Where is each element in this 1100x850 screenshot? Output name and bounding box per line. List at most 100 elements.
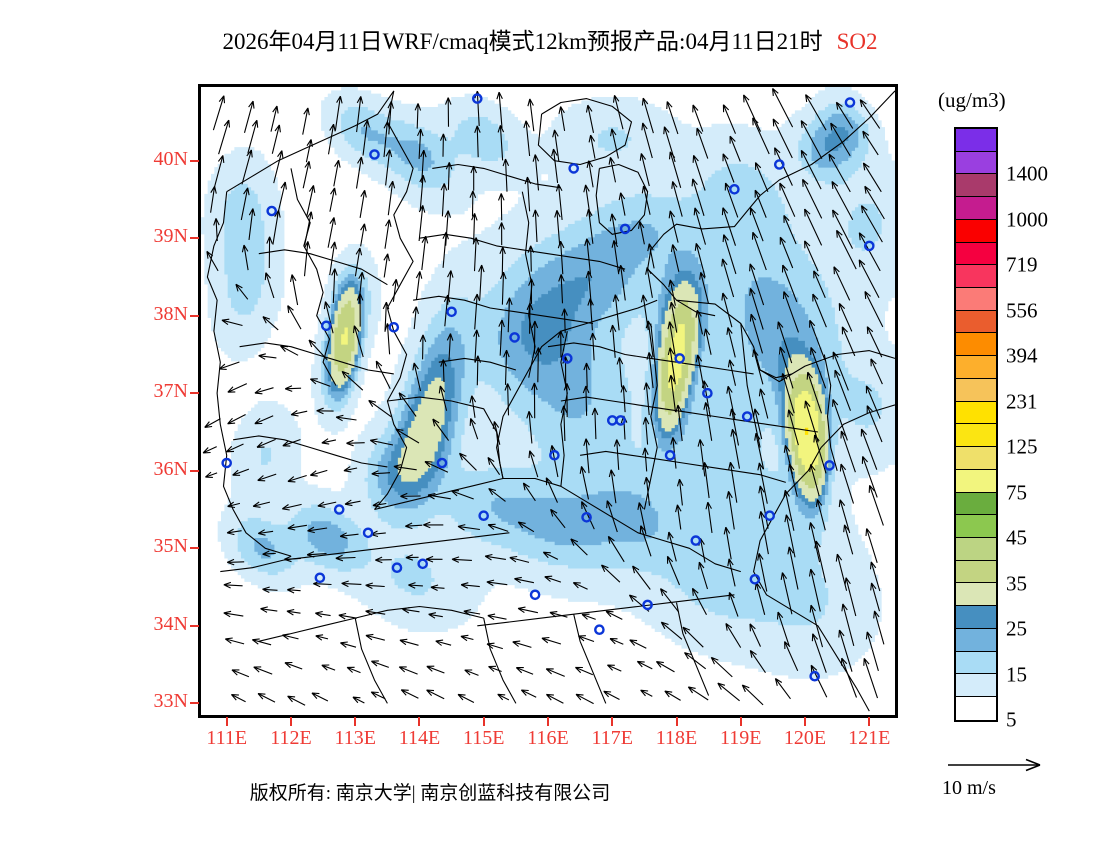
colorbar-band[interactable] [956,356,996,379]
city-marker[interactable] [391,562,403,574]
wind-arrow [839,463,855,504]
colorbar-band[interactable] [956,606,996,629]
colorbar-band[interactable] [956,696,996,720]
wind-arrow [408,582,423,589]
wind-arrow [375,556,392,564]
city-marker[interactable] [478,510,490,522]
wind-arrow [802,178,823,219]
city-marker[interactable] [594,624,605,636]
colorbar-band[interactable] [956,537,996,561]
colorbar-band[interactable] [956,515,996,538]
colorbar-bands[interactable] [954,127,998,722]
city-marker[interactable] [388,321,400,333]
city-marker[interactable] [664,449,676,461]
city-marker[interactable] [702,387,713,399]
city-marker[interactable] [561,353,573,364]
wind-arrow [432,418,450,441]
wind-arrow [669,301,678,333]
longitude-tick-mark [739,717,742,726]
city-marker[interactable] [774,159,785,170]
wind-arrow [430,584,445,591]
city-marker[interactable] [824,460,835,471]
colorbar-band[interactable] [956,310,996,334]
wind-arrow [781,373,795,414]
colorbar-value-label: 719 [1006,252,1038,277]
city-marker[interactable] [581,511,592,523]
wind-arrow [251,638,272,646]
colorbar-band[interactable] [956,129,996,152]
city-marker[interactable] [446,306,457,318]
colorbar-band[interactable] [956,242,996,266]
city-marker[interactable] [471,93,483,104]
city-marker[interactable] [741,411,753,422]
city-marker[interactable] [642,599,653,611]
colorbar-band[interactable] [956,265,996,289]
wind-arrow [754,189,767,218]
wind-arrow [210,186,217,213]
city-marker[interactable] [436,457,448,469]
latitude-tick-label: 38N [153,302,188,325]
wind-arrow [503,349,510,385]
wind-arrow [526,410,533,444]
city-marker[interactable] [529,589,541,601]
city-marker[interactable] [333,504,345,515]
colorbar-band[interactable] [956,469,996,493]
colorbar-band[interactable] [956,560,996,584]
colorbar-band[interactable] [956,174,996,198]
colorbar-band[interactable] [956,333,996,357]
city-marker[interactable] [266,205,277,217]
city-marker[interactable] [764,510,776,522]
latitude-tick-label: 37N [153,380,188,403]
colorbar-band[interactable] [956,219,996,243]
city-marker[interactable] [362,527,374,539]
colorbar-band[interactable] [956,628,996,652]
city-marker[interactable] [690,535,702,546]
city-marker[interactable] [369,149,380,160]
city-marker[interactable] [809,670,821,682]
city-marker[interactable] [314,572,326,584]
wind-arrow [226,528,242,536]
city-marker[interactable] [509,332,520,343]
wind-arrow [257,473,277,482]
boundary-line [547,342,754,375]
wind-arrow [287,695,306,706]
city-marker[interactable] [417,558,428,570]
colorbar-band[interactable] [956,401,996,425]
colorbar-band[interactable] [956,674,996,697]
wind-arrow [214,155,225,187]
wind-arrow [585,104,595,134]
map-canvas[interactable] [201,87,895,715]
colorbar-band[interactable] [956,424,996,448]
city-marker[interactable] [568,163,580,174]
colorbar-band[interactable] [956,288,996,311]
city-marker[interactable] [321,320,332,332]
city-marker[interactable] [749,573,761,585]
wind-arrow [262,316,279,331]
colorbar-band[interactable] [956,447,996,470]
colorbar-band[interactable] [956,492,996,516]
colorbar-band[interactable] [956,651,996,675]
colorbar-band[interactable] [956,197,996,220]
boundary-line [239,342,394,375]
city-marker[interactable] [729,184,740,195]
city-marker[interactable] [221,457,233,469]
wind-arrow [646,352,654,389]
city-marker[interactable] [615,415,626,426]
map-plot-area[interactable] [198,84,898,718]
city-marker[interactable] [619,223,631,235]
wind-arrow [359,189,367,218]
colorbar-band[interactable] [956,151,996,175]
colorbar-band[interactable] [956,378,996,402]
city-marker[interactable] [844,97,856,108]
map-frame[interactable] [198,84,898,718]
wind-arrow [864,290,884,328]
colorbar-band[interactable] [956,583,996,607]
wind-arrow [575,666,594,676]
city-marker[interactable] [549,449,560,461]
city-marker[interactable] [674,353,686,364]
longitude-tick-label: 113E [334,727,376,749]
city-marker[interactable] [864,240,875,252]
wind-arrow [636,660,653,670]
administrative-boundaries [206,90,895,712]
wind-arrow [488,665,502,673]
